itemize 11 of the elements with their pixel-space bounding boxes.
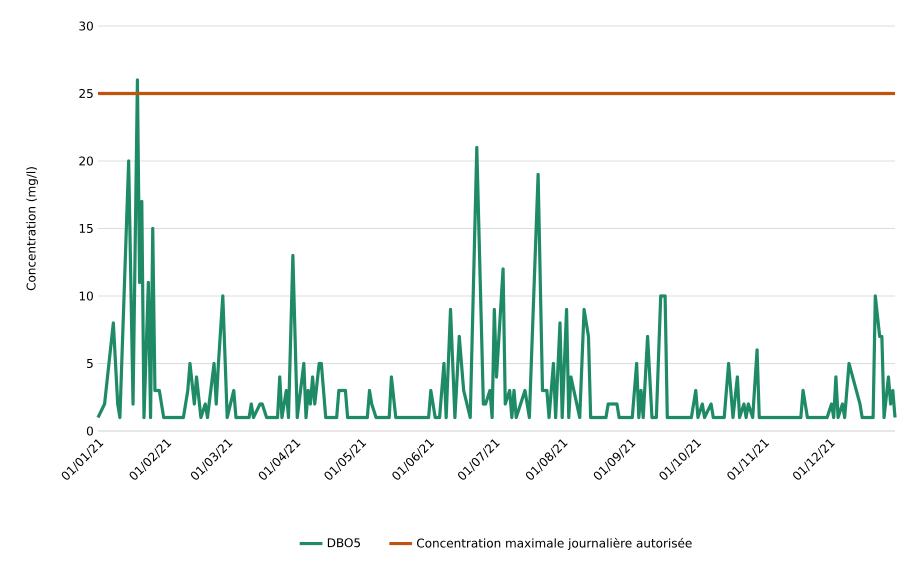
y-tick-label: 15	[80, 224, 93, 233]
y-axis-title: Concentration (mg/l)	[26, 167, 38, 290]
y-tick-label: 0	[86, 426, 93, 436]
line-series	[96, 78, 897, 420]
y-tick-label: 10	[80, 291, 93, 301]
y-tick-label: 20	[79, 156, 93, 166]
legend-label: DBO5	[328, 538, 360, 548]
y-tick-label: 30	[79, 21, 93, 31]
y-tick-label: 5	[87, 359, 93, 368]
legend-label: Concentration maximale journalière autorisée	[417, 538, 692, 550]
y-tick-label: 25	[79, 88, 93, 98]
